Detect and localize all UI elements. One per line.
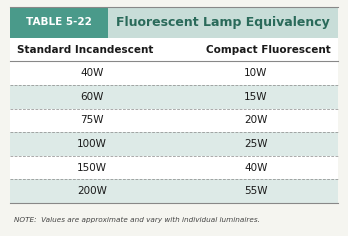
Bar — [10, 61, 338, 85]
Bar — [10, 132, 338, 156]
Bar — [10, 7, 108, 38]
Text: TABLE 5-22: TABLE 5-22 — [26, 17, 92, 27]
Text: 75W: 75W — [80, 115, 104, 125]
Bar — [10, 179, 338, 203]
Bar — [108, 7, 338, 38]
Text: Fluorescent Lamp Equivalency: Fluorescent Lamp Equivalency — [116, 16, 330, 29]
Text: 55W: 55W — [244, 186, 268, 196]
Bar — [10, 38, 338, 61]
Text: Compact Fluorescent: Compact Fluorescent — [206, 45, 331, 55]
Text: NOTE:  Values are approximate and vary with individual luminaires.: NOTE: Values are approximate and vary wi… — [14, 216, 260, 223]
Text: Standard Incandescent: Standard Incandescent — [17, 45, 154, 55]
Text: 100W: 100W — [77, 139, 107, 149]
Text: 200W: 200W — [77, 186, 107, 196]
Text: 15W: 15W — [244, 92, 268, 102]
Text: 60W: 60W — [80, 92, 104, 102]
Text: 150W: 150W — [77, 163, 107, 173]
Text: 10W: 10W — [244, 68, 268, 78]
Text: 20W: 20W — [244, 115, 268, 125]
Text: 40W: 40W — [80, 68, 104, 78]
Bar — [10, 109, 338, 132]
Text: 25W: 25W — [244, 139, 268, 149]
Bar — [10, 156, 338, 179]
Bar — [10, 85, 338, 109]
Text: 40W: 40W — [244, 163, 268, 173]
